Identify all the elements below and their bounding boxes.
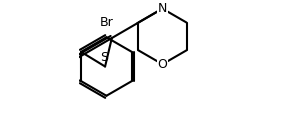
Text: S: S: [100, 51, 108, 64]
Text: O: O: [157, 58, 167, 71]
Text: Br: Br: [99, 16, 113, 29]
Text: N: N: [158, 2, 167, 15]
